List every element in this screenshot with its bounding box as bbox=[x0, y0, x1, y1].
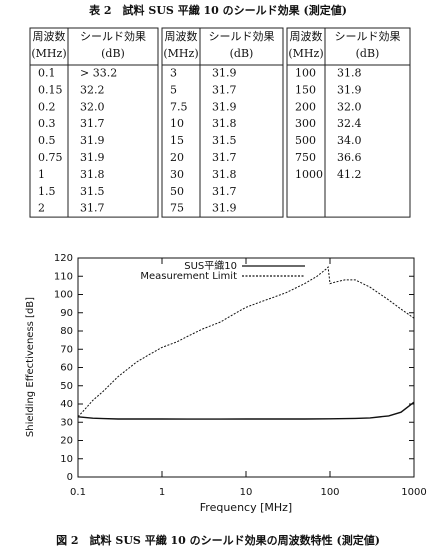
y-tick-label: 50 bbox=[60, 381, 73, 392]
table-cell: 31.9 bbox=[337, 83, 362, 96]
table-cell: 31.9 bbox=[212, 100, 237, 113]
y-tick-label: 0 bbox=[67, 472, 73, 483]
table-cell: 31.7 bbox=[80, 117, 105, 130]
table-cell: 1000 bbox=[295, 168, 323, 181]
table-header: シールド効果 bbox=[209, 29, 275, 43]
table-header: 周波数 bbox=[33, 30, 66, 43]
x-tick-label: 1 bbox=[159, 487, 165, 498]
table-title: 表 2 試料 SUS 平織 10 のシールド効果 (測定値) bbox=[88, 3, 347, 17]
x-axis-label: Frequency [MHz] bbox=[200, 501, 292, 514]
table-cell: 0.1 bbox=[38, 66, 56, 79]
legend-label: Measurement Limit bbox=[140, 271, 237, 282]
table-cell: 0.2 bbox=[38, 100, 56, 113]
table-cell: 300 bbox=[295, 117, 316, 130]
table: 周波数(MHz)シールド効果(dB)0.1 > 33.20.15 32.20.2 32… bbox=[29, 27, 411, 218]
table-cell: 50 bbox=[170, 185, 184, 198]
x-tick-label: 0.1 bbox=[70, 487, 86, 498]
y-tick-label: 70 bbox=[60, 344, 73, 355]
table-cell: 30 bbox=[170, 168, 184, 181]
table-header: 周波数 bbox=[290, 30, 323, 43]
series-line bbox=[77, 266, 415, 418]
table-border bbox=[286, 27, 411, 218]
table-header: (MHz) bbox=[288, 47, 323, 60]
table-cell: 32.0 bbox=[337, 100, 362, 113]
table-cell: 0.5 bbox=[38, 134, 56, 147]
table-cell: 150 bbox=[295, 83, 316, 96]
series-line bbox=[77, 401, 415, 420]
table-cell: 20 bbox=[170, 151, 184, 164]
table-cell: 32.0 bbox=[80, 100, 105, 113]
table-cell: 36.6 bbox=[337, 151, 362, 164]
x-tick-label: 10 bbox=[240, 487, 253, 498]
y-tick-label: 120 bbox=[54, 253, 73, 264]
table-cell: 100 bbox=[295, 66, 316, 79]
table-cell: 31.8 bbox=[337, 66, 362, 79]
table-cell: 7.5 bbox=[170, 100, 188, 113]
legend-label: SUS平織10 bbox=[184, 259, 237, 272]
table-cell: 0.3 bbox=[38, 117, 56, 130]
y-tick-label: 110 bbox=[54, 271, 73, 282]
table-cell: 0.75 bbox=[38, 151, 63, 164]
y-tick-label: 60 bbox=[60, 363, 73, 374]
table-cell: 1.5 bbox=[38, 185, 56, 198]
table-header: (dB) bbox=[356, 47, 380, 60]
table-border bbox=[29, 27, 159, 218]
table-cell: 31.5 bbox=[80, 185, 105, 198]
y-tick-label: 90 bbox=[60, 308, 73, 319]
table-cell: 1 bbox=[38, 168, 45, 181]
y-tick-label: 10 bbox=[60, 454, 73, 465]
plot-frame bbox=[77, 257, 415, 478]
x-tick-label: 1000 bbox=[401, 487, 426, 498]
table-cell: 31.9 bbox=[80, 151, 105, 164]
table-cell: > 33.2 bbox=[80, 66, 117, 79]
y-tick-label: 100 bbox=[54, 290, 73, 301]
table-cell: 41.2 bbox=[337, 168, 362, 181]
table-cell: 750 bbox=[295, 151, 316, 164]
table-header: シールド効果 bbox=[335, 29, 401, 43]
table-cell: 31.7 bbox=[212, 185, 237, 198]
table-cell: 31.8 bbox=[80, 168, 105, 181]
table-cell: 31.9 bbox=[80, 134, 105, 147]
table-cell: 500 bbox=[295, 134, 316, 147]
table-header: (dB) bbox=[101, 47, 125, 60]
y-tick-label: 80 bbox=[60, 326, 73, 337]
table-cell: 0.15 bbox=[38, 83, 63, 96]
figure-caption: 図 2 試料 SUS 平織 10 のシールド効果の周波数特性 (測定値) bbox=[56, 533, 380, 547]
table-cell: 3 bbox=[170, 66, 177, 79]
table-cell: 32.4 bbox=[337, 117, 362, 130]
table-header: シールド効果 bbox=[80, 29, 146, 43]
table-cell: 31.9 bbox=[212, 202, 237, 215]
table-cell: 31.7 bbox=[212, 83, 237, 96]
table-cell: 15 bbox=[170, 134, 184, 147]
table-cell: 31.7 bbox=[80, 202, 105, 215]
table-cell: 10 bbox=[170, 117, 184, 130]
table-cell: 200 bbox=[295, 100, 316, 113]
table-cell: 5 bbox=[170, 83, 177, 96]
table-cell: 2 bbox=[38, 202, 45, 215]
table-cell: 75 bbox=[170, 202, 184, 215]
table-cell: 31.8 bbox=[212, 117, 237, 130]
table-header: (dB) bbox=[230, 47, 254, 60]
y-tick-label: 40 bbox=[60, 399, 73, 410]
table-header: (MHz) bbox=[163, 47, 198, 60]
table-cell: 34.0 bbox=[337, 134, 362, 147]
table-header: (MHz) bbox=[31, 47, 66, 60]
table-cell: 31.7 bbox=[212, 151, 237, 164]
table-cell: 31.9 bbox=[212, 66, 237, 79]
y-tick-label: 20 bbox=[60, 436, 73, 447]
table-border bbox=[161, 27, 284, 218]
table-header: 周波数 bbox=[165, 30, 198, 43]
x-tick-label: 100 bbox=[320, 487, 339, 498]
table-cell: 31.5 bbox=[212, 134, 237, 147]
y-tick-label: 30 bbox=[60, 417, 73, 428]
y-axis-label: Shielding Effectiveness [dB] bbox=[25, 297, 36, 437]
table-cell: 32.2 bbox=[80, 83, 105, 96]
table-cell: 31.8 bbox=[212, 168, 237, 181]
